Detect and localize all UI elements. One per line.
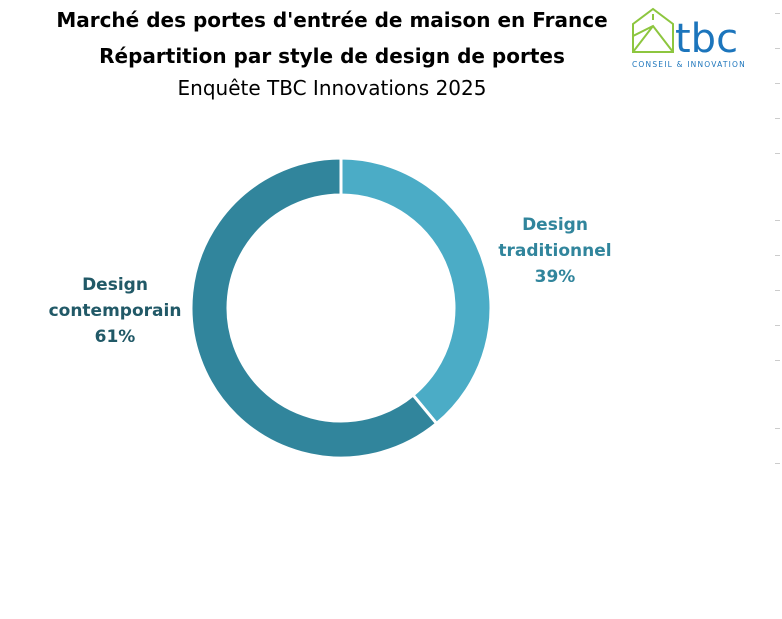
edge-tick: [775, 118, 780, 119]
edge-tick: [775, 428, 780, 429]
label-line2: contemporain: [48, 301, 182, 321]
edge-tick: [775, 360, 780, 361]
chart-subtitle: Répartition par style de design de porte…: [99, 44, 565, 68]
edge-tick: [775, 463, 780, 464]
label-line1: Design: [82, 275, 148, 295]
label-value: 61%: [94, 327, 136, 347]
edge-tick: [775, 83, 780, 84]
label-value: 39%: [534, 267, 576, 287]
edge-tick: [775, 13, 780, 14]
edge-tick: [775, 290, 780, 291]
logo-text: tbc: [675, 16, 738, 62]
label-line1: Design: [522, 215, 588, 235]
chart-title: Marché des portes d'entrée de maison en …: [56, 8, 608, 32]
chart-source: Enquête TBC Innovations 2025: [177, 76, 487, 100]
edge-tick: [775, 325, 780, 326]
logo-tagline: CONSEIL & INNOVATION: [632, 60, 746, 69]
tbc-logo: tbc CONSEIL & INNOVATION: [632, 7, 746, 69]
edge-tick: [775, 220, 780, 221]
edge-tick: [775, 48, 780, 49]
donut-slice-design-traditionnel: [339, 156, 493, 426]
label-design-contemporain: Design contemporain 61%: [40, 272, 190, 350]
edge-tick: [775, 255, 780, 256]
edge-tick: [775, 153, 780, 154]
label-design-traditionnel: Design traditionnel 39%: [490, 212, 620, 290]
donut-slice-design-contemporain: [189, 156, 439, 460]
label-line2: traditionnel: [498, 241, 612, 261]
